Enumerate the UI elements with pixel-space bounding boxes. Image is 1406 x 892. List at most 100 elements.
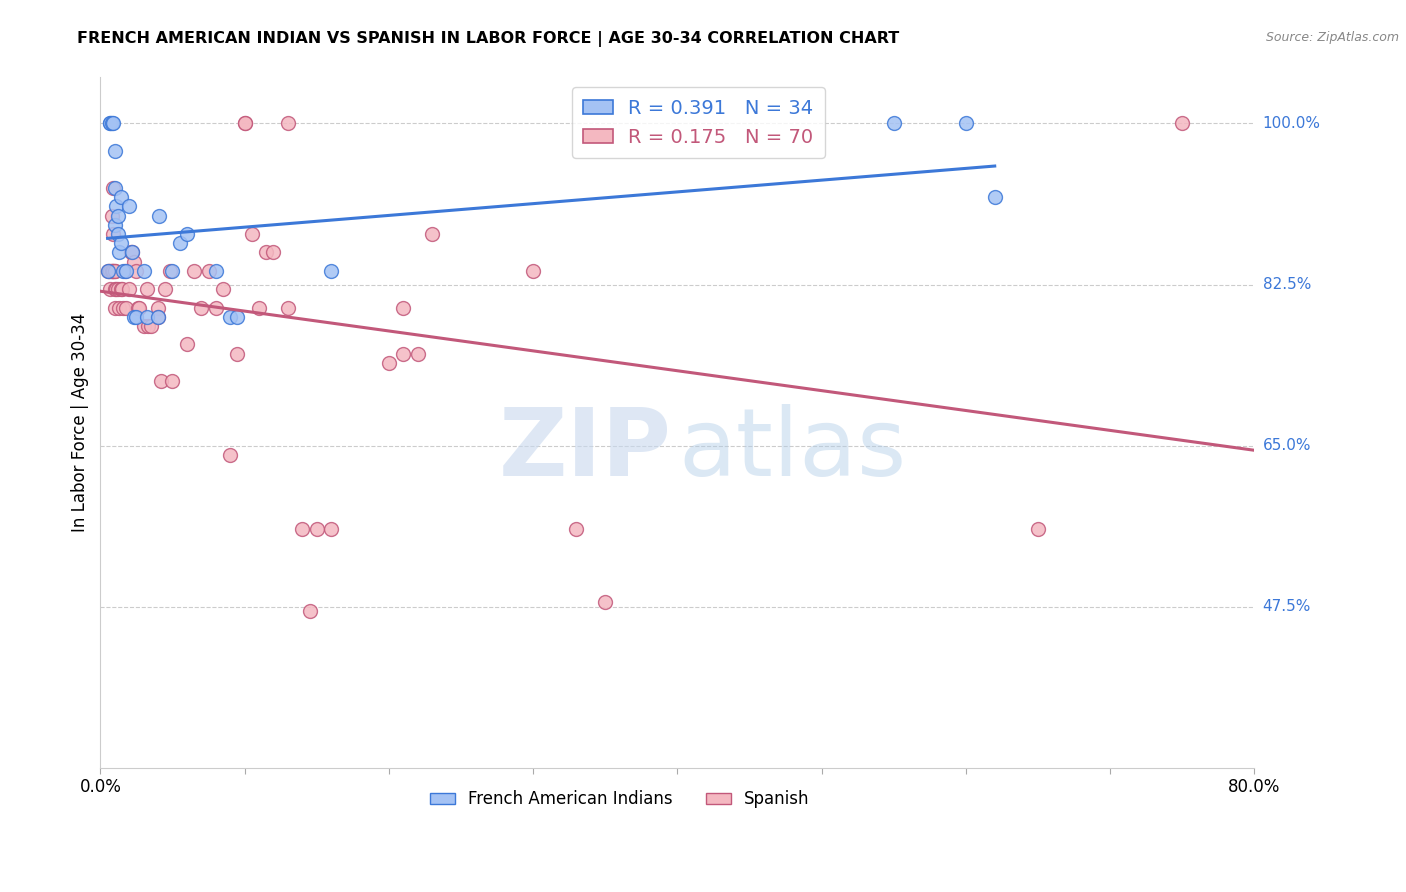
Point <box>103 264 125 278</box>
Point <box>100 116 122 130</box>
Point <box>100 116 122 130</box>
Point <box>146 301 169 315</box>
Point <box>110 282 132 296</box>
Legend: French American Indians, Spanish: French American Indians, Spanish <box>423 783 817 815</box>
Point <box>233 116 256 130</box>
Point <box>392 301 415 315</box>
Point <box>983 190 1005 204</box>
Point <box>197 264 219 278</box>
Point <box>104 181 127 195</box>
Point <box>190 301 212 315</box>
Point <box>100 264 122 278</box>
Point <box>420 227 443 241</box>
Point <box>107 209 129 223</box>
Point <box>176 337 198 351</box>
Text: FRENCH AMERICAN INDIAN VS SPANISH IN LABOR FORCE | AGE 30-34 CORRELATION CHART: FRENCH AMERICAN INDIAN VS SPANISH IN LAB… <box>77 31 900 47</box>
Point <box>883 116 905 130</box>
Point <box>183 264 205 278</box>
Point <box>104 301 127 315</box>
Point <box>406 346 429 360</box>
Point <box>127 301 149 315</box>
Y-axis label: In Labor Force | Age 30-34: In Labor Force | Age 30-34 <box>72 313 89 533</box>
Point <box>135 310 157 324</box>
Point <box>103 227 125 241</box>
Point <box>104 282 127 296</box>
Point <box>103 181 125 195</box>
Point <box>593 595 616 609</box>
Text: ZIP: ZIP <box>499 404 672 496</box>
Point <box>219 310 242 324</box>
Point <box>105 199 128 213</box>
Point <box>128 301 150 315</box>
Point <box>107 282 129 296</box>
Point <box>114 264 136 278</box>
Point <box>305 522 328 536</box>
Point <box>104 144 127 158</box>
Text: Source: ZipAtlas.com: Source: ZipAtlas.com <box>1265 31 1399 45</box>
Point <box>1171 116 1194 130</box>
Point <box>118 199 141 213</box>
Point <box>247 301 270 315</box>
Point <box>132 318 155 333</box>
Point <box>115 301 138 315</box>
Point <box>146 310 169 324</box>
Point <box>105 282 128 296</box>
Point <box>149 374 172 388</box>
Point <box>111 282 134 296</box>
Point <box>159 264 181 278</box>
Point <box>108 301 131 315</box>
Point <box>392 346 415 360</box>
Point <box>176 227 198 241</box>
Point <box>101 116 124 130</box>
Point <box>1026 522 1049 536</box>
Point <box>104 218 127 232</box>
Point <box>277 301 299 315</box>
Point <box>146 310 169 324</box>
Point <box>955 116 977 130</box>
Point <box>204 264 226 278</box>
Text: 65.0%: 65.0% <box>1263 438 1312 453</box>
Point <box>101 264 124 278</box>
Point <box>122 310 145 324</box>
Point <box>240 227 263 241</box>
Point <box>169 236 191 251</box>
Point <box>104 264 127 278</box>
Point <box>254 245 277 260</box>
Point <box>291 522 314 536</box>
Point <box>298 604 321 618</box>
Point <box>107 227 129 241</box>
Point <box>226 346 249 360</box>
Point <box>262 245 284 260</box>
Point <box>97 264 120 278</box>
Point <box>121 245 143 260</box>
Point <box>162 264 184 278</box>
Point <box>118 282 141 296</box>
Point <box>125 310 148 324</box>
Point <box>212 282 235 296</box>
Point <box>321 522 343 536</box>
Point <box>112 301 135 315</box>
Point <box>136 318 159 333</box>
Point <box>204 301 226 315</box>
Point <box>101 264 124 278</box>
Point <box>97 264 120 278</box>
Point <box>125 264 148 278</box>
Point <box>162 374 184 388</box>
Point <box>155 282 177 296</box>
Point <box>112 264 135 278</box>
Point <box>226 310 249 324</box>
Text: atlas: atlas <box>679 404 907 496</box>
Point <box>219 448 242 462</box>
Point <box>122 254 145 268</box>
Point <box>98 264 121 278</box>
Point <box>139 318 162 333</box>
Point <box>148 209 170 223</box>
Point <box>135 282 157 296</box>
Point <box>321 264 343 278</box>
Point <box>378 356 401 370</box>
Point <box>120 245 142 260</box>
Point <box>101 209 124 223</box>
Point <box>132 264 155 278</box>
Text: 47.5%: 47.5% <box>1263 599 1310 615</box>
Point <box>110 236 132 251</box>
